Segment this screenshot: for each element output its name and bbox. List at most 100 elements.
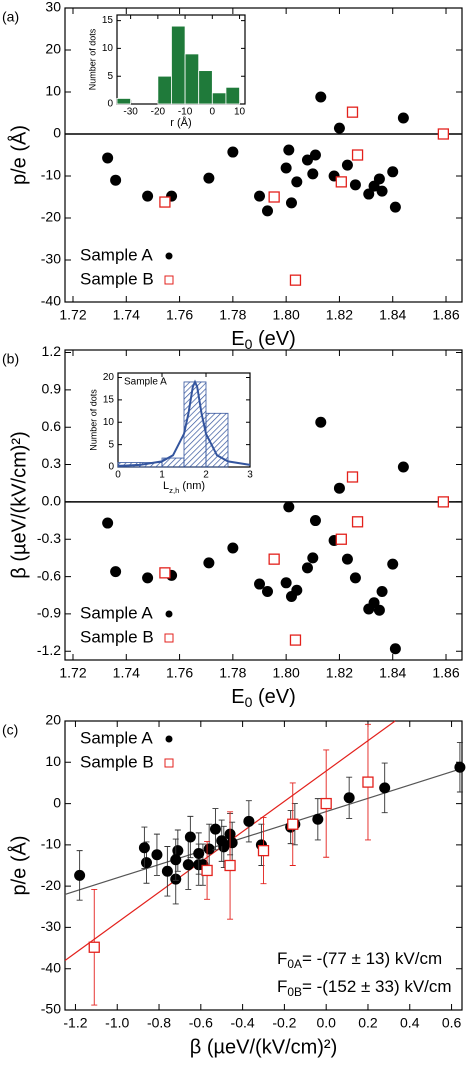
fit-curve xyxy=(117,379,251,467)
y-tick-label: 5 xyxy=(107,71,113,82)
point xyxy=(341,159,353,171)
point xyxy=(203,843,215,855)
point xyxy=(333,122,345,134)
x-tick-label: -0.6 xyxy=(189,1015,213,1031)
point xyxy=(320,797,332,810)
point xyxy=(387,558,399,570)
point xyxy=(312,813,324,825)
y-tick-label: 0.9 xyxy=(42,381,62,397)
histogram-bar xyxy=(205,412,229,468)
legend-label: Sample A xyxy=(80,245,153,264)
point xyxy=(170,854,182,866)
x-tick-label: -10 xyxy=(178,107,193,118)
legend-label: Sample B xyxy=(80,269,154,288)
x-axis-title-main: L xyxy=(163,480,169,492)
y-tick-label: -0.3 xyxy=(37,530,61,546)
point xyxy=(216,835,228,847)
point xyxy=(335,533,347,545)
y-tick-label: 15 xyxy=(102,15,114,26)
point xyxy=(301,562,313,574)
point xyxy=(315,91,327,103)
point xyxy=(209,823,221,835)
point xyxy=(376,185,388,197)
y-tick-label: 20 xyxy=(103,372,115,383)
x-tick-label: -1.0 xyxy=(105,1015,129,1031)
x-axis-title-rest: (nm) xyxy=(179,480,205,492)
point xyxy=(268,191,280,203)
inset-title: Sample A xyxy=(124,377,167,388)
point xyxy=(291,584,303,596)
legend-label: Sample B xyxy=(80,627,154,646)
y-axis-title: Number of dots xyxy=(87,28,97,90)
y-axis-title: p/e (Å) xyxy=(7,125,30,185)
x-tick-label: 0.0 xyxy=(316,1015,336,1031)
point xyxy=(287,818,299,830)
y-tick-label: 0 xyxy=(53,125,61,141)
point xyxy=(362,776,374,788)
annotation-sub: 0B xyxy=(287,985,302,999)
legend-marker xyxy=(165,735,173,743)
x-axis-title: Lz,h (nm) xyxy=(163,480,205,495)
point xyxy=(142,572,154,584)
y-tick-label: 30 xyxy=(45,0,61,15)
point xyxy=(389,201,401,213)
histogram-bar xyxy=(198,70,213,105)
point xyxy=(243,815,255,827)
y-tick-label: -10 xyxy=(41,167,61,183)
point xyxy=(140,857,152,869)
legend-marker xyxy=(165,252,173,260)
point xyxy=(159,196,171,208)
x-tick-label: 1.78 xyxy=(219,307,246,323)
legend-label: Sample A xyxy=(80,728,153,747)
x-axis-title-main: E xyxy=(231,686,244,708)
y-axis-title: β (µeV/(kV/cm)²) xyxy=(8,431,30,578)
y-tick-label: 0 xyxy=(108,462,114,473)
annotation: F0B= -(152 ± 33) kV/cm xyxy=(277,977,452,999)
point xyxy=(268,553,280,565)
point xyxy=(159,567,171,579)
histogram-bar xyxy=(183,381,207,468)
legend-marker xyxy=(165,610,173,618)
x-tick-label: 1.86 xyxy=(432,665,459,681)
x-tick-label: 1.84 xyxy=(379,665,406,681)
point xyxy=(307,168,319,180)
point xyxy=(454,761,466,773)
x-tick-label: 1.84 xyxy=(379,307,406,323)
y-tick-label: 10 xyxy=(45,83,61,99)
x-axis-title: r (Å) xyxy=(170,116,191,129)
point xyxy=(397,461,409,473)
x-tick-label: -30 xyxy=(123,107,138,118)
x-tick-label: 0.2 xyxy=(358,1015,378,1031)
x-axis-title-rest: (eV) xyxy=(252,686,295,708)
x-tick-label: 2 xyxy=(203,470,209,481)
x-tick-label: 1.72 xyxy=(59,307,86,323)
point xyxy=(184,831,196,843)
point xyxy=(138,842,150,854)
y-tick-label: -40 xyxy=(41,959,61,975)
y-tick-label: -20 xyxy=(41,877,61,893)
point xyxy=(102,152,114,164)
panel-label: (a) xyxy=(2,9,19,25)
x-tick-label: -20 xyxy=(151,107,166,118)
x-tick-label: 10 xyxy=(234,107,246,118)
y-tick-label: -10 xyxy=(41,836,61,852)
legend-marker xyxy=(164,275,174,285)
x-tick-label: 3 xyxy=(247,470,253,481)
y-axis-title: Number of dots xyxy=(88,389,98,451)
x-tick-label: -0.2 xyxy=(272,1015,296,1031)
point xyxy=(201,864,213,877)
x-tick-label: 1.74 xyxy=(113,665,140,681)
annotation-rest: = -(152 ± 33) kV/cm xyxy=(302,977,452,996)
point xyxy=(254,578,266,590)
point xyxy=(289,274,302,286)
y-tick-label: -30 xyxy=(41,918,61,934)
point xyxy=(379,782,391,794)
legend-label: Sample A xyxy=(80,603,153,622)
y-tick-label: 0.6 xyxy=(42,418,62,434)
point xyxy=(283,501,295,513)
point xyxy=(88,941,100,953)
y-tick-label: 20 xyxy=(45,41,61,57)
panel-label: (b) xyxy=(2,351,19,367)
point xyxy=(346,471,359,483)
point xyxy=(142,190,154,202)
